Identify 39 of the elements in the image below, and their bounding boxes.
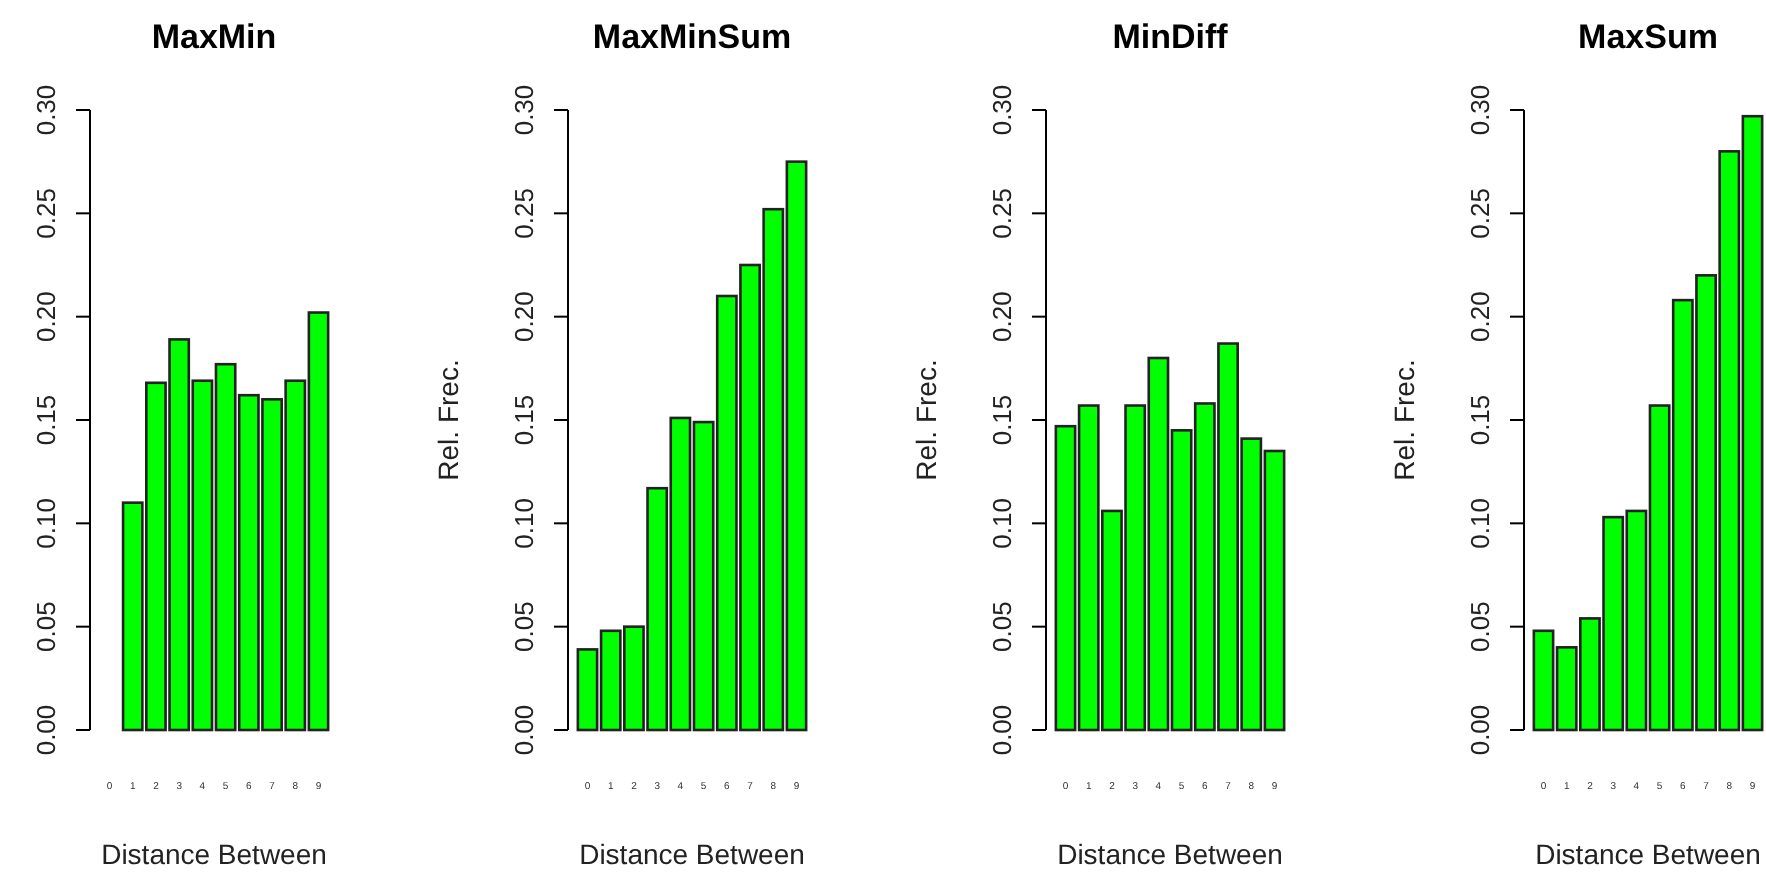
y-tick-label: 0.20 (987, 291, 1018, 342)
y-tick-label: 0.05 (987, 601, 1018, 652)
y-tick-label: 0.05 (1465, 601, 1496, 652)
y-tick-label: 0.15 (31, 394, 62, 446)
y-tick-label: 0.25 (509, 188, 540, 239)
x-axis-title: Distance Between (579, 838, 805, 870)
y-tick-label: 0.00 (987, 704, 1018, 756)
y-axis-title: Rel. Frec. (432, 359, 464, 481)
y-tick-label: 0.05 (31, 601, 62, 652)
y-tick-label: 0.30 (987, 84, 1018, 136)
y-axis-title: Rel. Frec. (1388, 359, 1420, 481)
y-tick-label: 0.30 (31, 84, 62, 136)
y-tick-label: 0.20 (509, 291, 540, 342)
chart-title: MaxSum (1578, 18, 1718, 56)
y-tick-label: 0.30 (1465, 84, 1496, 136)
x-axis-title: Distance Between (1535, 838, 1761, 870)
y-tick-label: 0.30 (509, 84, 540, 136)
y-tick-label: 0.15 (987, 394, 1018, 446)
x-axis-title: Distance Between (101, 838, 327, 870)
x-axis-title: Distance Between (1057, 838, 1283, 870)
y-tick-label: 0.10 (509, 498, 540, 549)
y-tick-label: 0.20 (31, 291, 62, 342)
y-tick-label: 0.25 (31, 188, 62, 239)
y-tick-label: 0.25 (1465, 188, 1496, 239)
y-tick-label: 0.20 (1465, 291, 1496, 342)
chart-title: MaxMinSum (592, 18, 792, 56)
y-tick-label: 0.10 (1465, 498, 1496, 549)
y-tick-label: 0.10 (31, 498, 62, 549)
y-tick-label: 0.25 (987, 188, 1018, 239)
y-tick-label: 0.00 (1465, 704, 1496, 756)
chart-title: MinDiff (1112, 18, 1229, 56)
y-tick-label: 0.00 (31, 704, 62, 756)
y-tick-label: 0.00 (509, 704, 540, 756)
y-tick-label: 0.15 (509, 394, 540, 446)
y-tick-label: 0.05 (509, 601, 540, 652)
chart-title: MaxMin (151, 18, 277, 56)
y-tick-label: 0.10 (987, 498, 1018, 549)
y-tick-label: 0.15 (1465, 394, 1496, 446)
y-axis-title: Rel. Frec. (910, 359, 942, 481)
